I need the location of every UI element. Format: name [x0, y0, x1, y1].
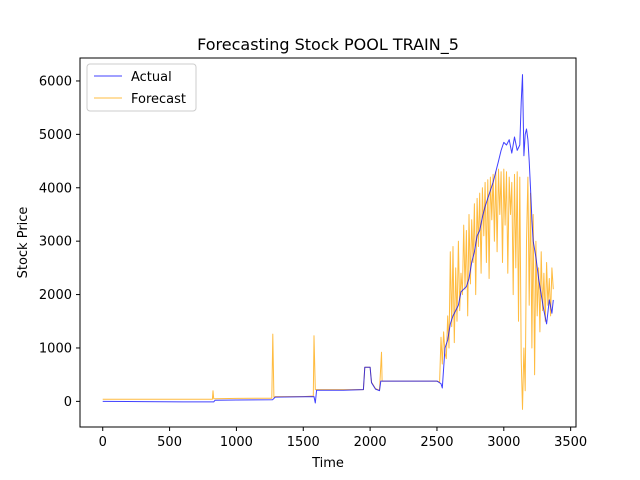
- legend-label-actual: Actual: [131, 70, 172, 85]
- plot-frame: [79, 57, 577, 428]
- y-tick-label: 4000: [39, 181, 72, 196]
- series-layer: [102, 74, 554, 410]
- y-axis-label: Stock Price: [16, 207, 31, 279]
- x-axis: 0 500 1000 1500 2000 2500 3000 3500: [99, 427, 587, 450]
- y-tick-label: 5000: [39, 128, 72, 143]
- x-axis-label: Time: [311, 456, 344, 471]
- legend-label-forecast: Forecast: [131, 92, 186, 107]
- x-tick-label: 0: [99, 435, 107, 450]
- x-tick-label: 500: [157, 435, 182, 450]
- x-tick-label: 2500: [420, 435, 453, 450]
- y-tick-label: 1000: [39, 341, 72, 356]
- x-tick-label: 3500: [554, 435, 587, 450]
- y-tick-label: 2000: [39, 288, 72, 303]
- x-tick-label: 2000: [354, 435, 387, 450]
- x-tick-label: 1500: [287, 435, 320, 450]
- y-tick-label: 3000: [39, 235, 72, 250]
- y-tick-label: 0: [64, 395, 72, 410]
- x-tick-label: 1000: [220, 435, 253, 450]
- chart-title: Forecasting Stock POOL TRAIN_5: [197, 35, 459, 55]
- x-tick-label: 3000: [487, 435, 520, 450]
- y-tick-label: 6000: [39, 74, 72, 89]
- legend: Actual Forecast: [86, 63, 197, 112]
- y-axis: 0 1000 2000 3000 4000 5000 6000: [39, 74, 80, 410]
- plot-area: [80, 58, 576, 427]
- series-line-actual: [102, 74, 554, 404]
